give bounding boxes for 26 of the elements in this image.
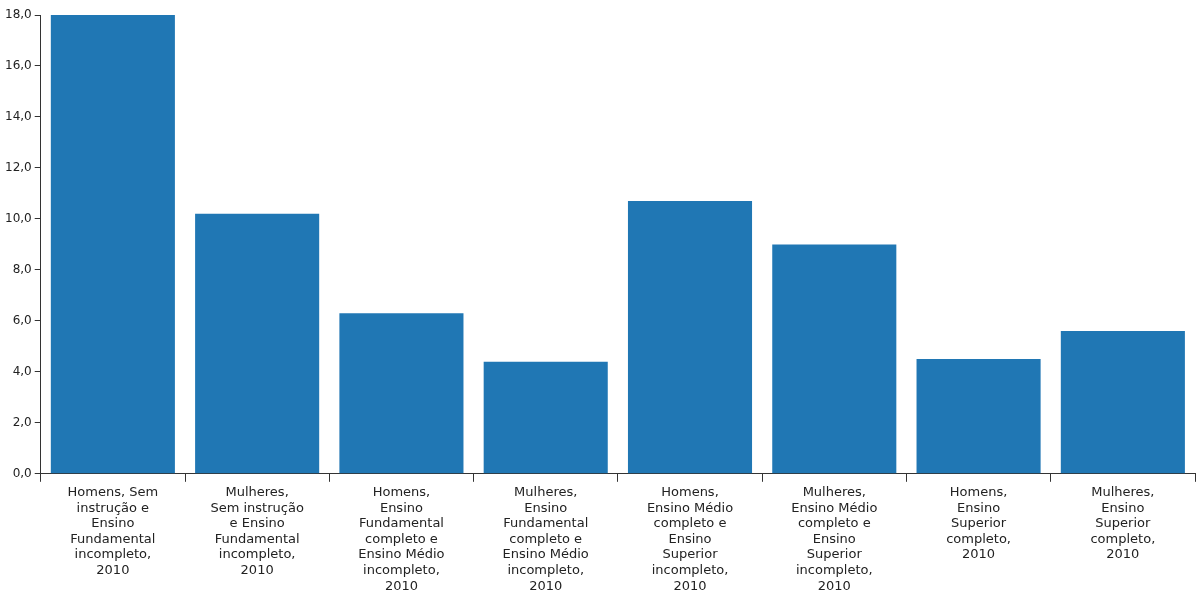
y-tick-label: 14,0 bbox=[5, 109, 32, 124]
y-tick-label: 8,0 bbox=[12, 262, 32, 277]
x-tick-label: Mulheres, Ensino Fundamental completo e Ensino Médio incompleto, 2010 bbox=[502, 483, 589, 593]
bar bbox=[1060, 331, 1185, 474]
x-tick-label: Mulheres, Ensino Superior completo, 2010 bbox=[1090, 483, 1156, 562]
x-tick-label: Mulheres, Sem instrução e Ensino Fundamental incompleto, 2010 bbox=[210, 483, 304, 577]
x-tick-label: Homens, Ensino Superior completo, 2010 bbox=[946, 483, 1011, 562]
bar bbox=[50, 15, 175, 474]
bar bbox=[483, 361, 608, 474]
y-tick-label: 0,0 bbox=[12, 465, 32, 480]
y-tick-label: 16,0 bbox=[5, 58, 32, 73]
y-tick-label: 12,0 bbox=[5, 160, 32, 175]
y-tick-label: 18,0 bbox=[5, 7, 32, 22]
y-tick-label: 4,0 bbox=[12, 363, 32, 378]
y-tick-label: 10,0 bbox=[5, 211, 32, 226]
y-tick-label: 2,0 bbox=[12, 414, 32, 429]
x-tick-label: Homens, Sem instrução e Ensino Fundamental incompleto, 2010 bbox=[67, 483, 159, 577]
bar bbox=[339, 313, 464, 474]
bar bbox=[916, 359, 1041, 474]
bar bbox=[627, 201, 753, 474]
x-tick-label: Homens, Ensino Médio completo e Ensino Superior incompleto, 2010 bbox=[646, 483, 734, 593]
x-tick-label: Homens, Ensino Fundamental completo e Ensino Médio incompleto, 2010 bbox=[358, 483, 445, 593]
y-tick-label: 6,0 bbox=[12, 312, 32, 327]
bar bbox=[772, 244, 897, 474]
x-tick-label: Mulheres, Ensino Médio completo e Ensino Superior incompleto, 2010 bbox=[791, 483, 878, 593]
bar bbox=[195, 213, 320, 474]
